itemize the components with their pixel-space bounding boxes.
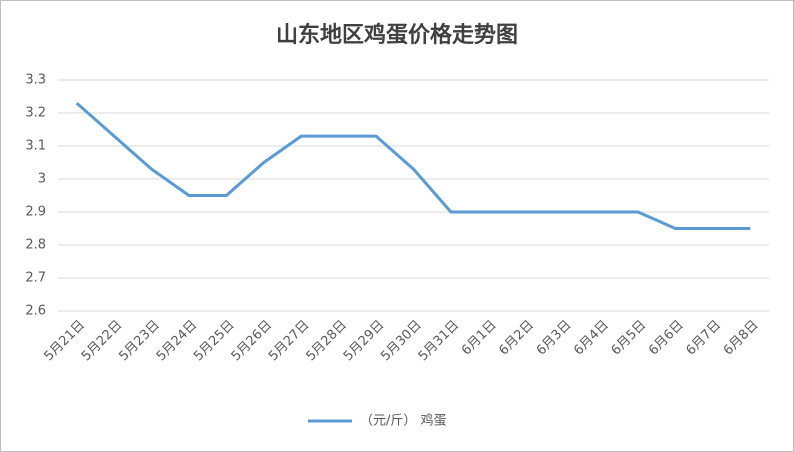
y-tick-label: 2.9 xyxy=(25,205,46,220)
y-tick-label: 2.8 xyxy=(25,238,46,253)
y-tick-label: 3.2 xyxy=(25,106,46,121)
y-tick-label: 3.3 xyxy=(25,73,46,88)
y-tick-label: 3.1 xyxy=(25,139,46,154)
y-tick-label: 2.7 xyxy=(25,271,46,286)
y-tick-label: 2.6 xyxy=(25,304,46,319)
legend-label: （元/斤） 鸡蛋 xyxy=(360,413,447,429)
y-tick-label: 3 xyxy=(38,172,46,187)
series-line xyxy=(75,101,751,230)
chart-title: 山东地区鸡蛋价格走势图 xyxy=(276,22,518,48)
